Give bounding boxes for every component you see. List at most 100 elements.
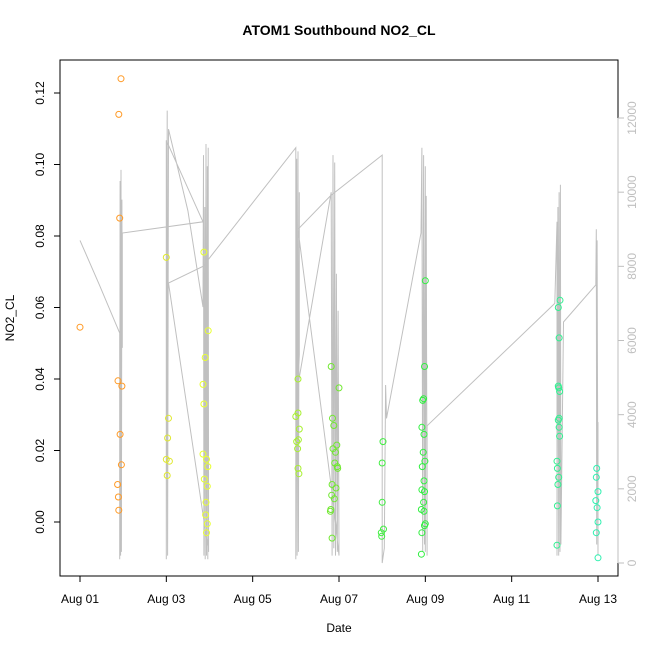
data-point [420, 477, 428, 485]
data-point [165, 414, 172, 422]
data-point [378, 459, 386, 467]
data-point [114, 493, 122, 501]
x-axis-label: Date [326, 621, 352, 635]
data-point [201, 354, 209, 361]
data-point [335, 384, 343, 392]
data-point [420, 430, 428, 438]
x-tick-label: Aug 07 [320, 592, 358, 606]
data-point [202, 511, 210, 519]
data-point [419, 396, 427, 404]
data-point [420, 507, 428, 515]
data-point [114, 481, 122, 488]
x-axis: Aug 01 Aug 03 Aug 05 Aug 07 Aug 09 Aug 11 Aug … [61, 575, 617, 606]
data-point [203, 529, 210, 537]
data-point [115, 506, 123, 514]
data-point [417, 550, 425, 558]
x-tick-label: Aug 11 [493, 592, 530, 606]
data-point [377, 529, 385, 537]
line-series-layer [79, 110, 599, 564]
data-point [554, 481, 562, 488]
x-tick-label: Aug 03 [147, 592, 185, 606]
data-point [421, 363, 428, 370]
points-layer [76, 75, 602, 562]
data-point [293, 438, 301, 446]
y2-axis: 0 2000 4000 6000 8000 10000 12000 [617, 101, 639, 566]
data-point [292, 413, 300, 420]
data-point [294, 464, 302, 472]
y-tick-label: 0.08 [33, 224, 47, 248]
data-point [593, 464, 601, 472]
data-point [553, 464, 561, 472]
data-point [116, 214, 124, 222]
data-point [593, 504, 601, 512]
data-point [332, 484, 340, 492]
data-point [553, 502, 561, 510]
data-point [421, 457, 429, 465]
data-point [421, 522, 428, 530]
y2-tick-label: 6000 [625, 327, 639, 354]
data-point [420, 498, 428, 506]
data-point [115, 110, 123, 118]
y2-tick-label: 0 [625, 559, 639, 566]
data-point [592, 497, 600, 505]
y2-tick-label: 8000 [625, 253, 639, 280]
data-point [554, 304, 562, 311]
data-point [421, 277, 429, 285]
data-point [117, 461, 125, 469]
data-point [295, 470, 303, 478]
data-point [327, 363, 335, 370]
data-point [333, 441, 341, 449]
data-point [556, 432, 564, 440]
data-point [199, 380, 207, 388]
data-point [294, 436, 302, 444]
data-point [553, 457, 561, 465]
data-point [378, 532, 386, 540]
y-axis-label: NO2_CL [3, 294, 17, 341]
data-point [294, 375, 302, 383]
data-point [418, 423, 426, 431]
data-point [334, 464, 342, 472]
data-point [163, 472, 171, 479]
data-point [553, 541, 561, 549]
data-point [379, 438, 387, 446]
data-point [117, 75, 125, 83]
x-tick-label: Aug 01 [61, 592, 99, 606]
data-point [328, 481, 336, 488]
data-point [555, 473, 563, 481]
y2-tick-label: 4000 [625, 401, 639, 428]
data-point [594, 488, 602, 496]
y-tick-label: 0.02 [33, 438, 47, 462]
data-point [202, 498, 210, 506]
y-tick-label: 0.00 [33, 510, 47, 534]
data-point [555, 384, 563, 392]
data-point [328, 534, 336, 542]
data-point [556, 388, 564, 395]
data-point [554, 416, 562, 424]
data-point [294, 409, 302, 417]
y-tick-label: 0.12 [33, 81, 47, 105]
data-point [555, 334, 563, 342]
data-point [330, 495, 338, 503]
data-point [418, 529, 426, 537]
data-point [200, 400, 208, 408]
data-point [76, 323, 84, 331]
data-point [592, 529, 600, 537]
data-point [329, 414, 336, 422]
data-point [118, 382, 126, 390]
data-point [200, 248, 208, 256]
y2-tick-label: 10000 [625, 175, 639, 209]
data-point [294, 445, 302, 453]
data-point [418, 463, 426, 471]
y-tick-label: 0.06 [33, 295, 47, 319]
data-point [332, 448, 339, 456]
data-point [114, 377, 122, 385]
data-point [162, 253, 170, 261]
data-point [421, 488, 428, 496]
data-point [203, 482, 211, 490]
data-point [326, 507, 334, 515]
y2-tick-label: 2000 [625, 475, 639, 502]
y2-tick-label: 12000 [625, 101, 639, 135]
y-tick-label: 0.10 [33, 152, 47, 176]
y-axis: 0.00 0.02 0.04 0.06 0.08 0.10 0.12 [33, 81, 61, 534]
data-point [378, 498, 386, 506]
